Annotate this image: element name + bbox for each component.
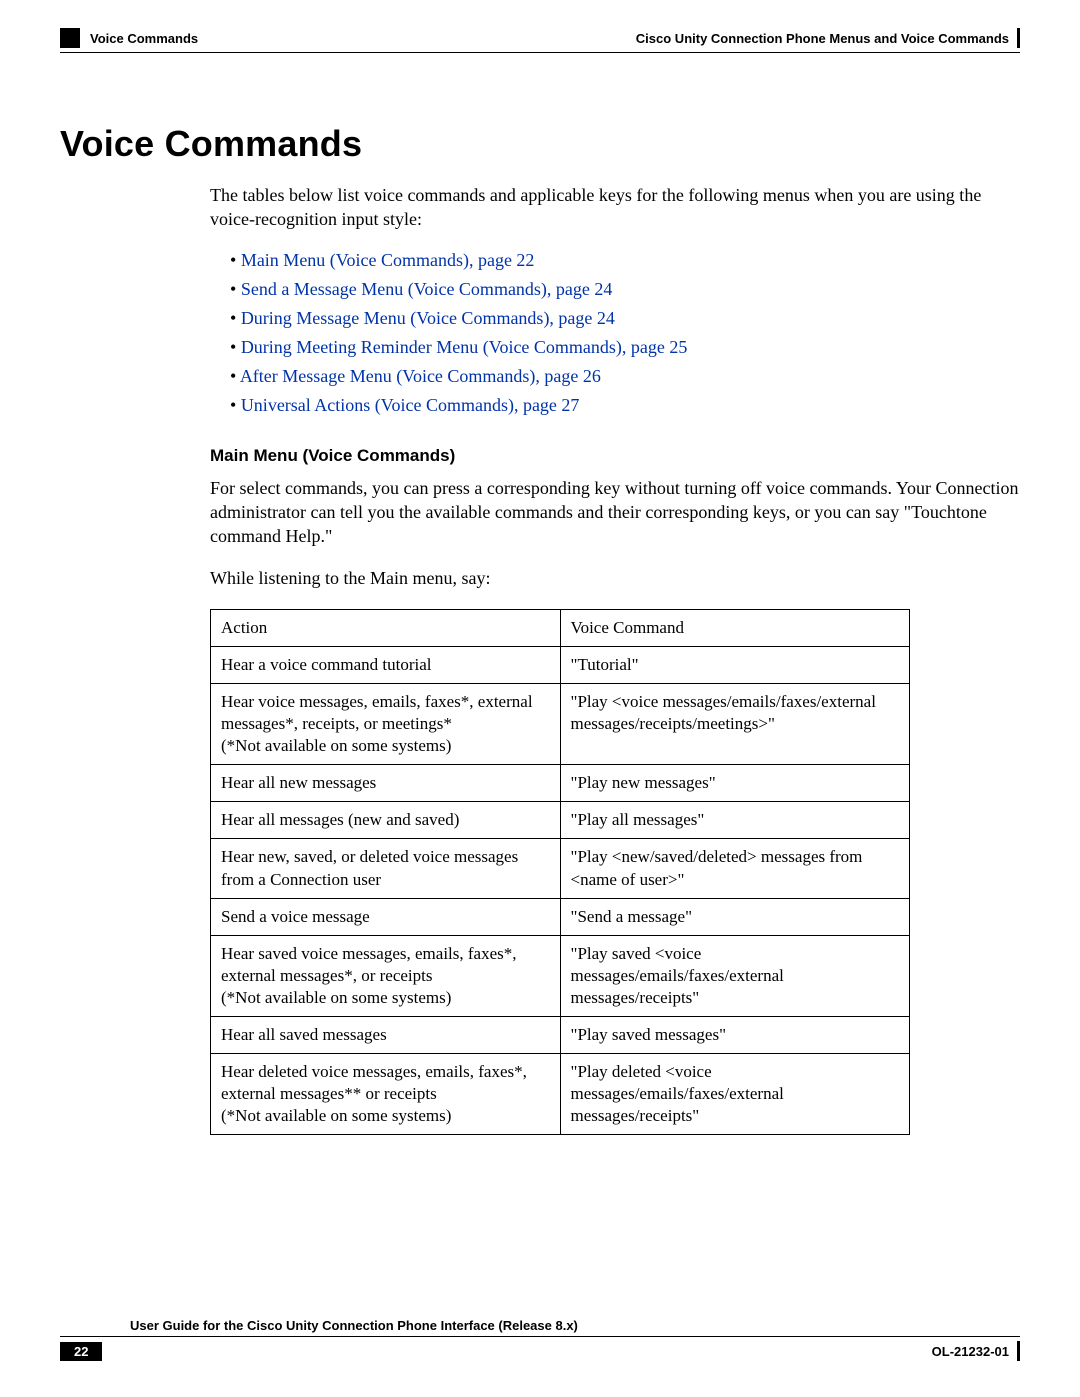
footer-doc-id: OL-21232-01 — [932, 1344, 1009, 1359]
page-title: Voice Commands — [60, 123, 1020, 165]
table-cell-action: Hear saved voice messages, emails, faxes… — [211, 935, 561, 1016]
header-right: Cisco Unity Connection Phone Menus and V… — [636, 28, 1020, 48]
table-cell-command: "Play new messages" — [560, 765, 910, 802]
toc-link-main-menu[interactable]: Main Menu (Voice Commands), page 22 — [241, 250, 535, 270]
table-header-voice-command: Voice Command — [560, 609, 910, 646]
content-area: Voice Commands The tables below list voi… — [60, 123, 1020, 1135]
header-section-label: Voice Commands — [90, 31, 198, 46]
table-cell-command: "Play saved messages" — [560, 1017, 910, 1054]
section-paragraph-2: While listening to the Main menu, say: — [60, 566, 1020, 590]
table-row: Hear all saved messages "Play saved mess… — [211, 1017, 910, 1054]
table-row: Hear a voice command tutorial "Tutorial" — [211, 646, 910, 683]
header-rule — [60, 52, 1020, 53]
section-paragraph-1: For select commands, you can press a cor… — [60, 476, 1020, 549]
toc-link-during-message[interactable]: During Message Menu (Voice Commands), pa… — [241, 308, 615, 328]
toc-list: Main Menu (Voice Commands), page 22 Send… — [60, 250, 1020, 416]
header-vbar-icon — [1017, 28, 1020, 48]
toc-link-send-message[interactable]: Send a Message Menu (Voice Commands), pa… — [241, 279, 613, 299]
table-cell-command: "Play deleted <voice messages/emails/fax… — [560, 1054, 910, 1135]
table-cell-command: "Play saved <voice messages/emails/faxes… — [560, 935, 910, 1016]
table-row: Hear deleted voice messages, emails, fax… — [211, 1054, 910, 1135]
table-row: Hear all new messages "Play new messages… — [211, 765, 910, 802]
toc-item: During Meeting Reminder Menu (Voice Comm… — [230, 337, 1020, 358]
header-block-icon — [60, 28, 80, 48]
table-cell-action: Hear all saved messages — [211, 1017, 561, 1054]
intro-paragraph: The tables below list voice commands and… — [60, 183, 1020, 232]
table-header-action: Action — [211, 609, 561, 646]
footer-rule — [60, 1336, 1020, 1337]
toc-link-during-meeting[interactable]: During Meeting Reminder Menu (Voice Comm… — [241, 337, 688, 357]
page-footer: User Guide for the Cisco Unity Connectio… — [60, 1318, 1020, 1361]
table-cell-command: "Play <new/saved/deleted> messages from … — [560, 839, 910, 898]
footer-guide-title: User Guide for the Cisco Unity Connectio… — [60, 1318, 1020, 1336]
toc-item: During Message Menu (Voice Commands), pa… — [230, 308, 1020, 329]
toc-link-after-message[interactable]: After Message Menu (Voice Commands), pag… — [240, 366, 601, 386]
toc-item: Main Menu (Voice Commands), page 22 — [230, 250, 1020, 271]
footer-left: 22 — [60, 1342, 102, 1361]
footer-row: 22 OL-21232-01 — [60, 1341, 1020, 1361]
table-cell-command: "Tutorial" — [560, 646, 910, 683]
table-cell-action: Hear voice messages, emails, faxes*, ext… — [211, 683, 561, 764]
table-row: Hear all messages (new and saved) "Play … — [211, 802, 910, 839]
document-page: Voice Commands Cisco Unity Connection Ph… — [0, 0, 1080, 1397]
page-number: 22 — [60, 1342, 102, 1361]
voice-commands-table: Action Voice Command Hear a voice comman… — [210, 609, 910, 1136]
table-row: Send a voice message "Send a message" — [211, 898, 910, 935]
table-cell-action: Hear all messages (new and saved) — [211, 802, 561, 839]
toc-item: Send a Message Menu (Voice Commands), pa… — [230, 279, 1020, 300]
table-cell-command: "Send a message" — [560, 898, 910, 935]
toc-item: After Message Menu (Voice Commands), pag… — [230, 366, 1020, 387]
table-row: Hear saved voice messages, emails, faxes… — [211, 935, 910, 1016]
footer-right: OL-21232-01 — [932, 1341, 1020, 1361]
header-left: Voice Commands — [60, 28, 198, 48]
table-cell-action: Hear new, saved, or deleted voice messag… — [211, 839, 561, 898]
table-row: Hear new, saved, or deleted voice messag… — [211, 839, 910, 898]
table-cell-command: "Play <voice messages/emails/faxes/exter… — [560, 683, 910, 764]
table-header-row: Action Voice Command — [211, 609, 910, 646]
section-heading: Main Menu (Voice Commands) — [60, 446, 1020, 466]
toc-item: Universal Actions (Voice Commands), page… — [230, 395, 1020, 416]
table-cell-action: Send a voice message — [211, 898, 561, 935]
table-cell-action: Hear all new messages — [211, 765, 561, 802]
table-cell-command: "Play all messages" — [560, 802, 910, 839]
toc-link-universal-actions[interactable]: Universal Actions (Voice Commands), page… — [241, 395, 580, 415]
table-cell-action: Hear deleted voice messages, emails, fax… — [211, 1054, 561, 1135]
table-cell-action: Hear a voice command tutorial — [211, 646, 561, 683]
footer-vbar-icon — [1017, 1341, 1020, 1361]
header-doc-title: Cisco Unity Connection Phone Menus and V… — [636, 31, 1009, 46]
table-row: Hear voice messages, emails, faxes*, ext… — [211, 683, 910, 764]
page-header: Voice Commands Cisco Unity Connection Ph… — [60, 28, 1020, 48]
